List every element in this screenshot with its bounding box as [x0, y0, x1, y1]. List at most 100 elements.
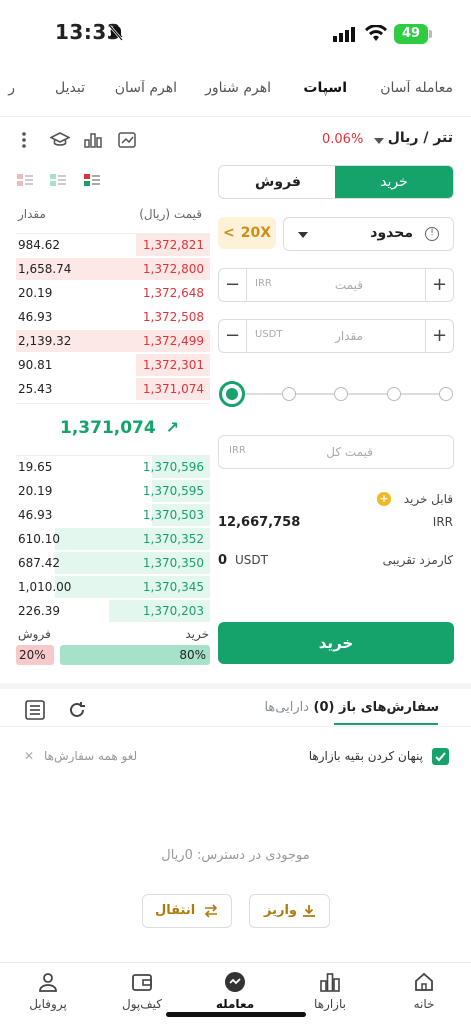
- nav-profile-label: پروفایل: [29, 997, 67, 1011]
- layout-asks-icon[interactable]: [84, 174, 100, 186]
- slider-handle[interactable]: [219, 381, 245, 407]
- ask-price: 1,372,800: [142, 262, 204, 276]
- nav-trade[interactable]: معامله: [195, 971, 275, 1011]
- nav-wallet[interactable]: کیف‌پول: [102, 971, 182, 1011]
- price-field[interactable]: − IRR قیمت +: [218, 268, 454, 302]
- slider-step-100[interactable]: [439, 387, 453, 401]
- bid-row[interactable]: 20.19 1,370,595: [16, 480, 210, 504]
- leverage-value: 20X: [240, 225, 271, 241]
- ask-price: 1,372,821: [142, 238, 204, 252]
- amount-plus-button[interactable]: +: [425, 320, 453, 352]
- info-icon[interactable]: !: [425, 227, 439, 241]
- slider-step-50[interactable]: [334, 387, 348, 401]
- last-price: 1,371,074 ↗: [60, 418, 179, 438]
- ask-depth-bar: [136, 378, 210, 400]
- tabs-divider: [0, 116, 471, 117]
- ask-row[interactable]: 46.93 1,372,508: [16, 306, 210, 330]
- hide-markets-checkbox[interactable]: [432, 748, 449, 765]
- tab-floating-leverage[interactable]: اهرم شناور: [205, 80, 271, 96]
- order-history-icon[interactable]: [25, 700, 45, 720]
- available-unit: IRR: [432, 515, 453, 529]
- ask-amount: 90.81: [18, 358, 53, 372]
- buy-tab[interactable]: خرید: [335, 166, 453, 198]
- submit-buy-button[interactable]: خرید: [218, 622, 454, 664]
- swap-icon: [203, 904, 219, 918]
- bid-row[interactable]: 610.10 1,370,352: [16, 528, 210, 552]
- markets-icon: [319, 971, 341, 993]
- home-icon: [413, 971, 435, 993]
- bar-chart-icon[interactable]: [84, 132, 102, 148]
- ratio-sell-bar: 20%: [16, 645, 54, 665]
- bid-row[interactable]: 226.39 1,370,203: [16, 600, 210, 624]
- orderbook-divider: [16, 233, 210, 234]
- ask-row[interactable]: 25.43 1,371,074: [16, 378, 210, 402]
- last-price-value: 1,371,074: [60, 418, 156, 438]
- nav-home[interactable]: خانه: [384, 971, 464, 1011]
- ask-row[interactable]: 984.62 1,372,821: [16, 234, 210, 258]
- layout-both-icon[interactable]: [17, 174, 33, 186]
- ask-price: 1,372,648: [142, 286, 204, 300]
- bid-amount: 687.42: [18, 556, 60, 570]
- total-placeholder: قیمت کل: [326, 445, 373, 459]
- pair-dropdown-icon[interactable]: [374, 138, 384, 144]
- ask-row[interactable]: 90.81 1,372,301: [16, 354, 210, 378]
- fee-value: 0: [218, 553, 228, 568]
- transfer-button[interactable]: انتقال: [142, 894, 232, 928]
- tab-open-orders-underline: [334, 723, 438, 725]
- price-minus-button[interactable]: −: [219, 269, 247, 301]
- layout-bids-icon[interactable]: [50, 174, 66, 186]
- amount-minus-button[interactable]: −: [219, 320, 247, 352]
- bid-row[interactable]: 46.93 1,370,503: [16, 504, 210, 528]
- total-field[interactable]: IRR قیمت کل: [218, 435, 454, 469]
- side-toggle: فروش خرید: [218, 165, 454, 199]
- ask-depth-bar: [136, 234, 210, 256]
- bid-depth-bar: [109, 600, 210, 622]
- refresh-icon[interactable]: [67, 700, 87, 720]
- tab-convert[interactable]: تبدیل: [55, 80, 85, 96]
- ask-row[interactable]: 2,139.32 1,372,499: [16, 330, 210, 354]
- add-funds-icon[interactable]: +: [377, 492, 391, 506]
- tab-more[interactable]: ر: [8, 80, 15, 96]
- bid-row[interactable]: 19.65 1,370,596: [16, 456, 210, 480]
- more-options-icon[interactable]: [22, 132, 26, 148]
- tab-open-orders[interactable]: سفارش‌های باز (0): [313, 700, 440, 715]
- bid-depth-bar: [151, 504, 210, 526]
- trend-up-icon: ↗: [165, 418, 180, 437]
- amount-field[interactable]: − USDT مقدار +: [218, 319, 454, 353]
- cancel-all-button[interactable]: لغو همه سفارش‌ها: [44, 749, 138, 763]
- tab-easy-leverage[interactable]: اهرم آسان: [114, 80, 177, 96]
- slider-step-75[interactable]: [387, 387, 401, 401]
- ask-depth-bar: [136, 354, 210, 376]
- leverage-button[interactable]: <20X: [218, 217, 276, 249]
- bid-price: 1,370,352: [142, 532, 204, 546]
- ask-depth-bar: [16, 258, 210, 280]
- bid-row[interactable]: 687.42 1,370,350: [16, 552, 210, 576]
- nav-profile[interactable]: پروفایل: [8, 971, 88, 1011]
- available-value: 12,667,758: [218, 515, 301, 530]
- deposit-button[interactable]: واریز: [249, 894, 330, 928]
- nav-markets[interactable]: بازارها: [290, 971, 370, 1011]
- tab-assets[interactable]: دارایی‌ها: [264, 700, 309, 715]
- tab-easy-trade[interactable]: معامله آسان: [380, 80, 453, 96]
- pair-title[interactable]: تتر / ریال: [387, 130, 453, 146]
- ask-row[interactable]: 20.19 1,372,648: [16, 282, 210, 306]
- graduation-cap-icon[interactable]: [50, 132, 70, 148]
- bid-row[interactable]: 1,010.00 1,370,345: [16, 576, 210, 600]
- tab-spot[interactable]: اسپات: [303, 80, 347, 96]
- order-type-select[interactable]: ! محدود: [283, 217, 454, 251]
- ask-depth-bar: [16, 330, 210, 352]
- price-plus-button[interactable]: +: [425, 269, 453, 301]
- bid-amount: 46.93: [18, 508, 53, 522]
- bid-depth-bar: [151, 480, 210, 502]
- sell-tab[interactable]: فروش: [255, 174, 301, 190]
- ask-row[interactable]: 1,658.74 1,372,800: [16, 258, 210, 282]
- hide-markets-label[interactable]: پنهان کردن بقیه بازارها: [308, 749, 423, 763]
- nav-home-label: خانه: [413, 997, 435, 1011]
- amount-unit: USDT: [255, 329, 283, 340]
- line-chart-icon[interactable]: [118, 132, 136, 148]
- orderbook-amount-header: مقدار: [18, 207, 46, 221]
- slider-step-25[interactable]: [282, 387, 296, 401]
- bid-depth-bar: [54, 552, 210, 574]
- close-icon[interactable]: ✕: [24, 749, 35, 763]
- ask-price: 1,372,508: [142, 310, 204, 324]
